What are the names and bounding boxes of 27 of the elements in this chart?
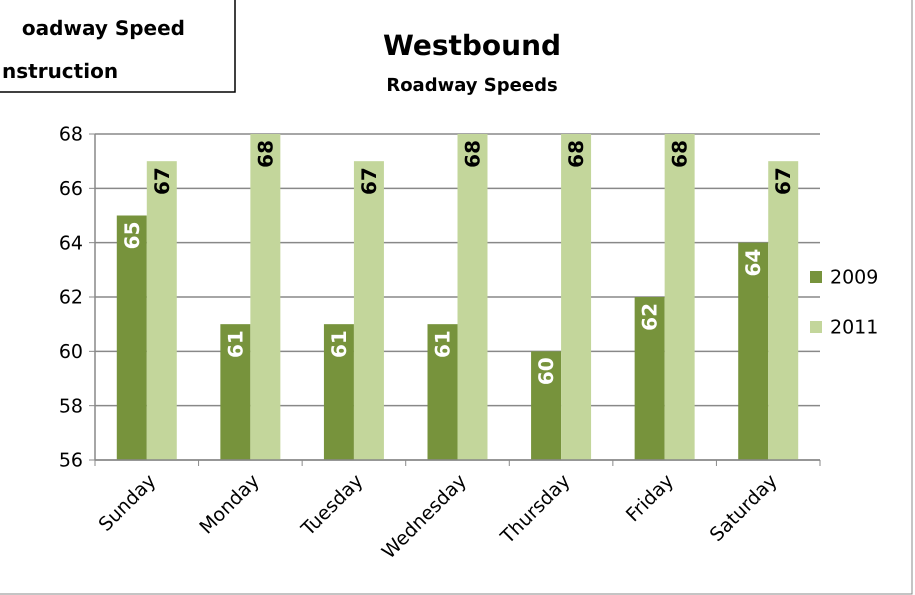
data-label: 61 (223, 330, 248, 358)
y-tick-label: 60 (58, 340, 83, 363)
text: nstruction (2, 59, 118, 83)
text: oadway Speed (22, 16, 185, 40)
y-tick-label: 56 (58, 450, 83, 472)
data-label: 64 (741, 248, 766, 277)
data-label: 67 (356, 167, 381, 196)
data-label: 61 (326, 330, 351, 358)
data-label: 67 (771, 167, 796, 196)
data-label: 67 (150, 167, 174, 196)
data-label: 60 (534, 357, 558, 386)
data-label: 62 (638, 303, 662, 331)
data-label: 68 (253, 140, 278, 168)
y-tick-label: 68 (58, 124, 83, 146)
chart-subtitle: Roadway Speeds (386, 75, 558, 96)
y-tick-label: 62 (58, 286, 83, 309)
data-label: 68 (564, 140, 588, 168)
y-tick-label: 66 (58, 178, 83, 200)
legend-label: 2009 (830, 266, 878, 289)
y-tick-label: 64 (58, 232, 83, 254)
y-tick-label: 58 (58, 395, 83, 418)
data-label: 68 (460, 140, 484, 168)
data-label: 68 (668, 140, 692, 168)
data-label: 65 (120, 222, 144, 250)
legend-label: 2011 (830, 316, 878, 339)
data-label: 61 (430, 330, 454, 358)
chart-title: Westbound (382, 29, 562, 62)
